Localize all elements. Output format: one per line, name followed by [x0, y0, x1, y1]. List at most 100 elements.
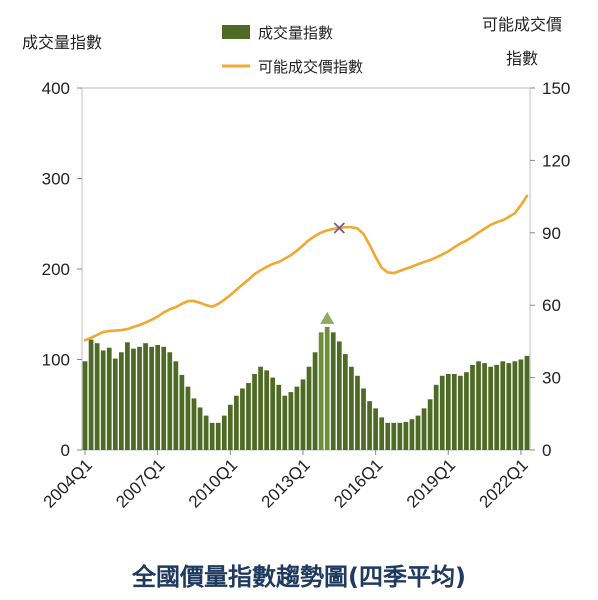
volume-bar	[118, 352, 124, 450]
legend-bar-swatch	[222, 25, 250, 39]
volume-bar	[209, 422, 215, 450]
volume-bar	[445, 373, 451, 450]
y-right-axis-label-line2: 指數	[506, 49, 538, 68]
x-tick-label: 2010Q1	[185, 455, 241, 511]
volume-bar	[464, 372, 469, 450]
volume-bar	[342, 354, 348, 450]
volume-bar	[367, 401, 372, 450]
volume-bar	[125, 342, 130, 450]
volume-bar	[264, 370, 270, 450]
x-tick-label: 2007Q1	[112, 455, 168, 511]
y-right-tick-label: 150	[542, 79, 570, 98]
volume-bar	[336, 341, 342, 450]
volume-bar	[137, 346, 142, 450]
volume-bar	[385, 422, 391, 450]
volume-bar	[203, 415, 209, 450]
y-left-tick-label: 200	[42, 260, 70, 279]
volume-bar	[258, 366, 263, 450]
volume-bar	[421, 408, 427, 450]
volume-bar	[282, 395, 288, 450]
max-volume-marker	[320, 311, 335, 324]
volume-bar	[427, 399, 433, 450]
volume-bar	[112, 358, 118, 450]
volume-bar	[179, 374, 185, 450]
volume-bar	[379, 417, 385, 450]
volume-bar	[131, 348, 136, 450]
volume-bar	[234, 395, 239, 450]
volume-bar	[173, 361, 179, 450]
plot-area	[81, 87, 531, 451]
volume-bar	[439, 375, 445, 450]
volume-bar	[482, 363, 487, 450]
volume-bars	[82, 326, 530, 450]
x-tick-label: 2013Q1	[258, 455, 314, 511]
legend-line-label: 可能成交價指數	[258, 58, 363, 76]
volume-bar	[155, 345, 161, 450]
x-tick-label: 2016Q1	[330, 455, 386, 511]
volume-bar	[512, 361, 518, 450]
y-left-tick-label: 0	[61, 441, 70, 460]
volume-bar	[161, 346, 167, 450]
volume-bar	[306, 366, 312, 450]
volume-bar	[458, 375, 463, 450]
price-peak-marker	[333, 222, 345, 234]
y-left-axis-label: 成交量指數	[22, 33, 102, 52]
volume-bar	[500, 361, 506, 450]
volume-bar	[524, 355, 530, 450]
volume-bar	[88, 339, 94, 450]
volume-bar	[397, 422, 403, 450]
price-peak-marker-stroke	[333, 222, 345, 234]
volume-bar	[82, 361, 88, 450]
volume-bar	[94, 343, 100, 450]
volume-bar	[488, 366, 494, 450]
volume-bar	[252, 373, 257, 450]
y-right-tick-label: 90	[542, 224, 561, 243]
volume-bar	[185, 386, 191, 450]
volume-bar	[433, 384, 439, 450]
volume-bar	[403, 421, 409, 450]
y-right-tick-label: 0	[542, 441, 551, 460]
chart-title: 全國價量指數趨勢圖(四季平均)	[131, 563, 466, 591]
y-left-tick-label: 400	[42, 79, 70, 98]
volume-bar	[518, 359, 524, 450]
y-right-ticks: 0 30 60 90 120 150	[530, 79, 570, 460]
volume-bar	[373, 408, 378, 450]
x-tick-label: 2004Q1	[40, 455, 96, 511]
volume-bar	[494, 364, 500, 450]
volume-bar	[300, 379, 306, 450]
y-left-ticks: 0 100 200 300 400	[42, 79, 82, 460]
volume-bar	[191, 398, 197, 450]
volume-bar	[409, 419, 415, 450]
volume-bar	[506, 363, 512, 450]
volume-bar	[149, 346, 154, 450]
y-right-tick-label: 30	[542, 369, 561, 388]
y-right-axis-label-line1: 可能成交價	[482, 15, 562, 34]
volume-bar	[276, 384, 282, 450]
y-left-tick-label: 300	[42, 170, 70, 189]
volume-bar	[288, 392, 294, 450]
volume-bar	[100, 350, 106, 450]
volume-bar	[246, 383, 251, 450]
volume-bar	[270, 377, 276, 450]
volume-bar	[312, 352, 318, 450]
legend: 成交量指數 可能成交價指數	[222, 24, 363, 76]
x-tick-label: 2019Q1	[403, 455, 459, 511]
volume-bar	[415, 415, 421, 450]
volume-bar	[167, 352, 173, 450]
volume-bar	[143, 343, 148, 450]
markers	[320, 222, 345, 324]
volume-bar	[318, 332, 324, 450]
price-index-line	[83, 194, 529, 342]
volume-bar	[451, 373, 457, 450]
volume-bar	[221, 415, 227, 450]
legend-bar-label: 成交量指數	[258, 24, 333, 42]
y-right-tick-label: 60	[542, 296, 561, 315]
volume-bar	[361, 388, 366, 450]
volume-bar	[470, 364, 475, 450]
y-left-tick-label: 100	[42, 351, 70, 370]
volume-bar	[215, 422, 221, 450]
volume-bar	[391, 422, 397, 450]
volume-bar	[476, 361, 481, 450]
price-line-layer	[83, 194, 529, 342]
